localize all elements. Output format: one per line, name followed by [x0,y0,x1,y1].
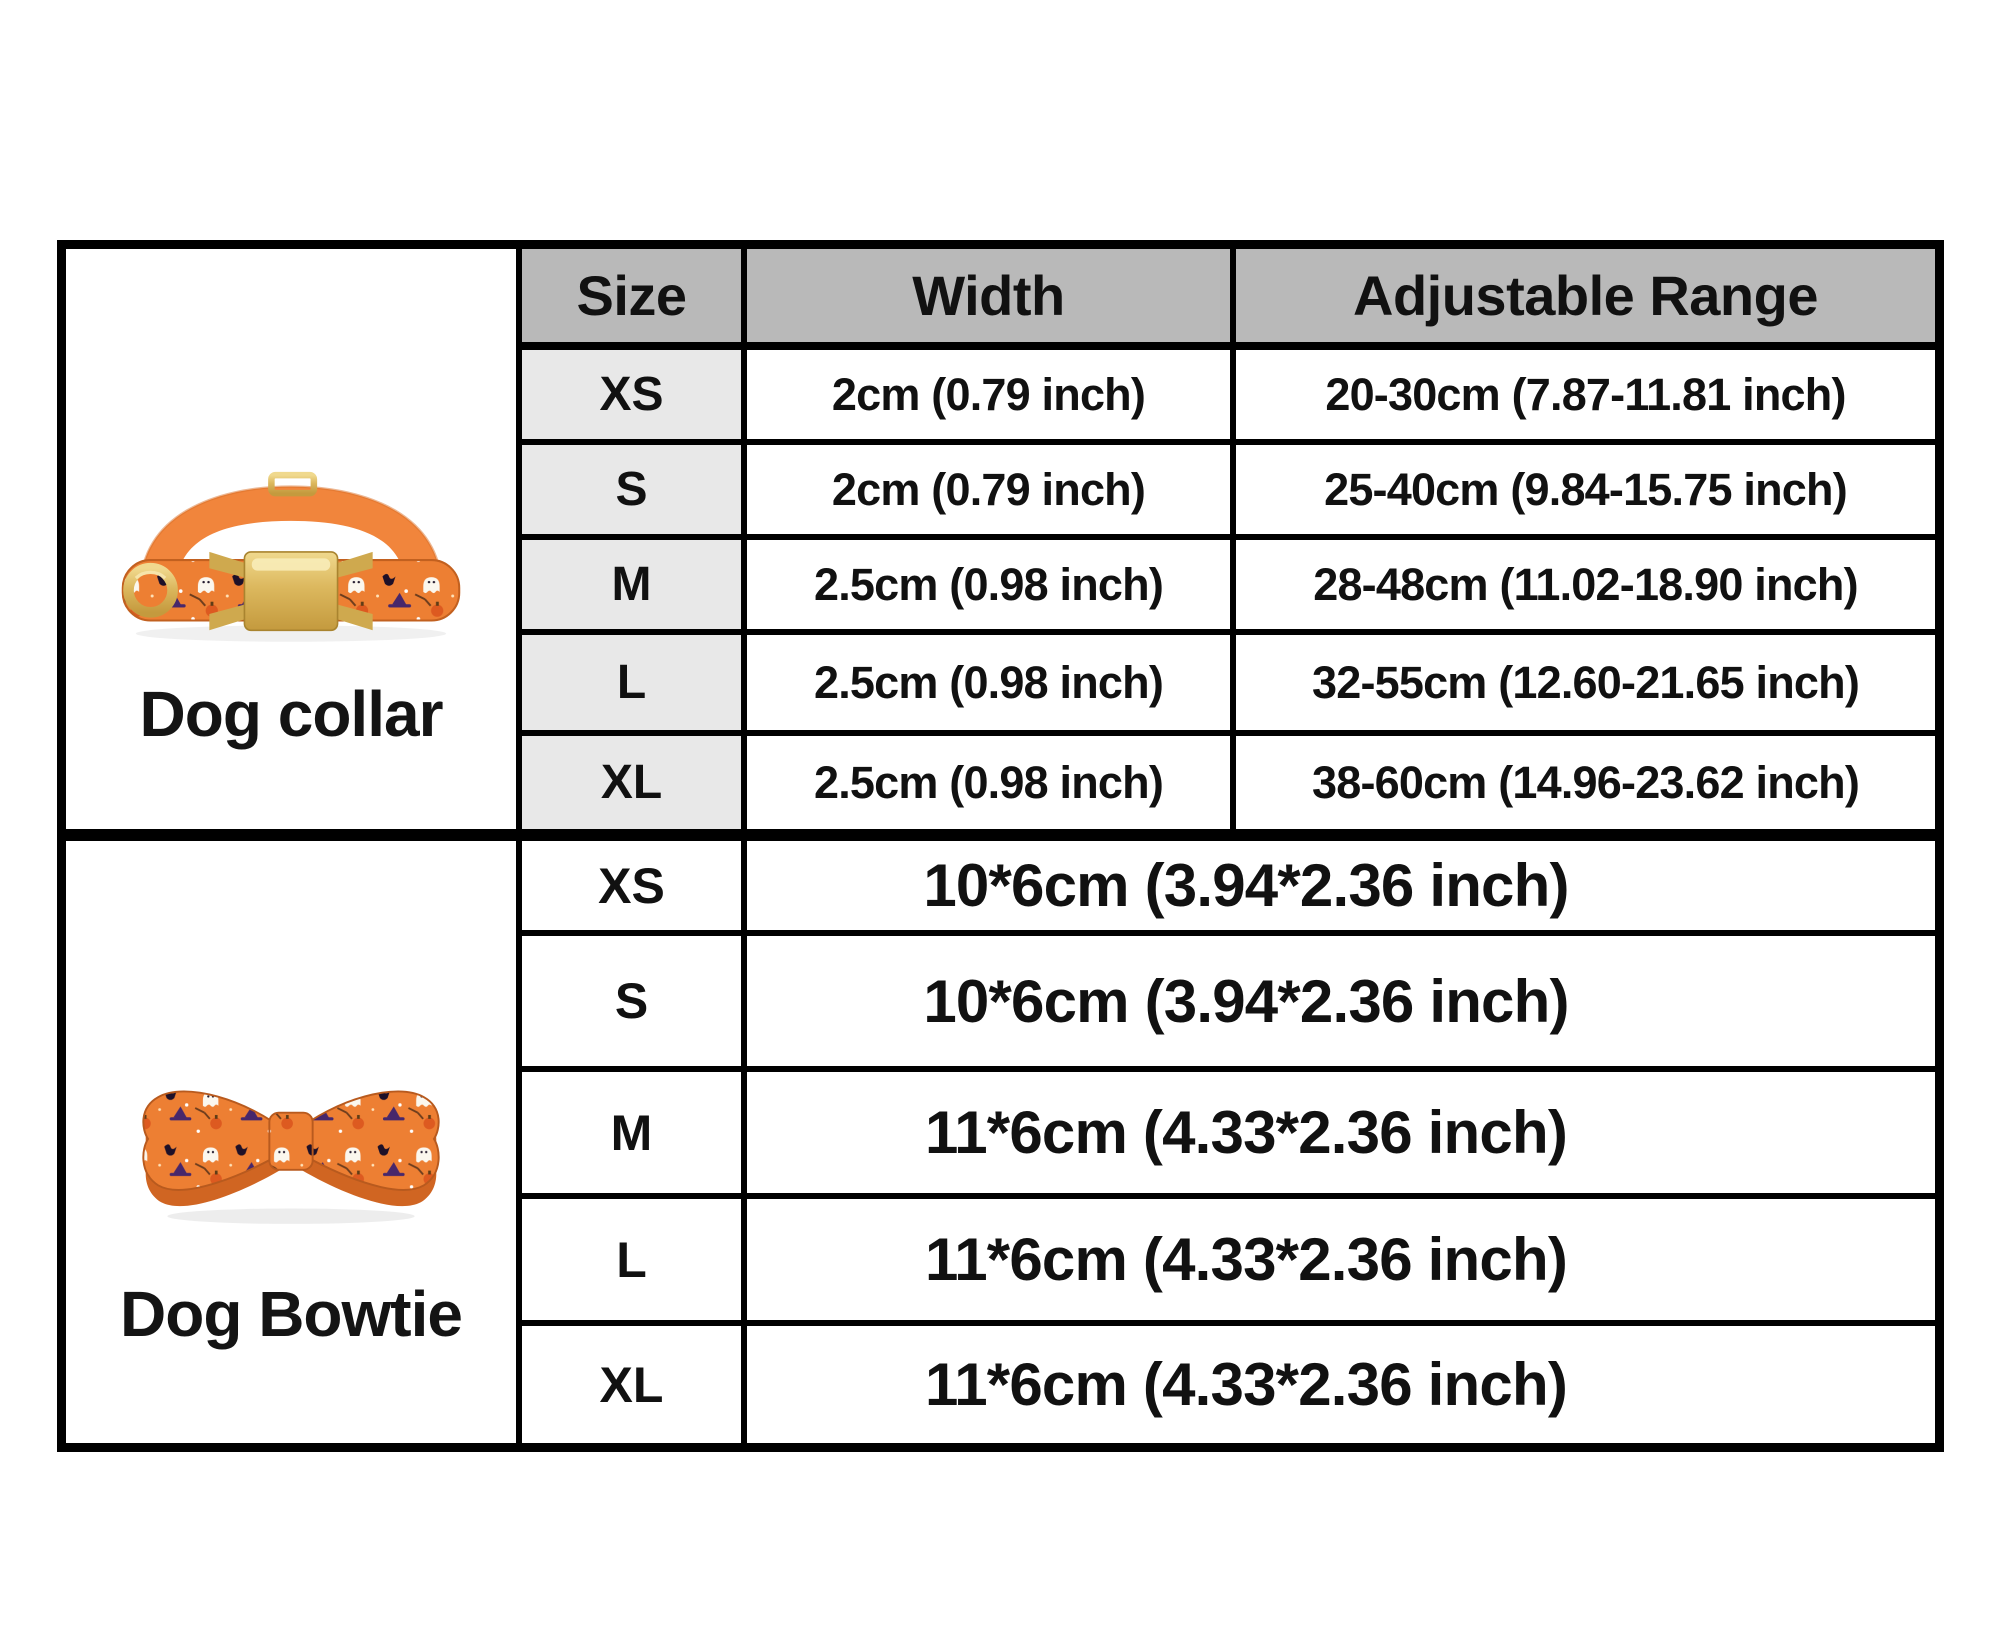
collar-range-s: 25-40cm (9.84-15.75 inch) [1236,445,1935,534]
collar-width-s: 2cm (0.79 inch) [747,445,1230,534]
dog-collar-photo [121,471,461,642]
bowtie-size-s: S [522,936,741,1066]
size-chart-table: Dog collar Size Width Adjustable Range X… [57,240,1944,1452]
collar-width-xl: 2.5cm (0.98 inch) [747,736,1230,829]
bowtie-dimensions-xs: 10*6cm (3.94*2.36 inch) [747,835,1935,930]
bowtie-size-xs: XS [522,835,741,930]
dog-bowtie-cell: Dog Bowtie [66,835,516,1443]
collar-range-l: 32-55cm (12.60-21.65 inch) [1236,635,1935,730]
collar-range-m: 28-48cm (11.02-18.90 inch) [1236,540,1935,629]
collar-width-l: 2.5cm (0.98 inch) [747,635,1230,730]
collar-size-s: S [522,445,741,534]
collar-size-xs: XS [522,350,741,439]
bowtie-size-l: L [522,1199,741,1320]
bowtie-size-xl: XL [522,1326,741,1443]
collar-range-xl: 38-60cm (14.96-23.62 inch) [1236,736,1935,829]
header-adjustable-range: Adjustable Range [1236,249,1935,344]
collar-size-m: M [522,540,741,629]
collar-size-xl: XL [522,736,741,829]
collar-width-xs: 2cm (0.79 inch) [747,350,1230,439]
bowtie-dimensions-l: 11*6cm (4.33*2.36 inch) [747,1199,1935,1320]
bowtie-dimensions-s: 10*6cm (3.94*2.36 inch) [747,936,1935,1066]
dog-collar-label: Dog collar [139,678,444,750]
bowtie-dimensions-xl: 11*6cm (4.33*2.36 inch) [747,1326,1935,1443]
bowtie-size-m: M [522,1072,741,1193]
header-width: Width [747,249,1230,344]
bowtie-dimensions-m: 11*6cm (4.33*2.36 inch) [747,1072,1935,1193]
dog-bowtie-photo [142,1090,440,1224]
collar-range-xs: 20-30cm (7.87-11.81 inch) [1236,350,1935,439]
collar-width-m: 2.5cm (0.98 inch) [747,540,1230,629]
dog-collar-cell: Dog collar [66,249,516,829]
header-size: Size [522,249,741,344]
dog-bowtie-label: Dog Bowtie [120,1278,463,1350]
collar-size-l: L [522,635,741,730]
